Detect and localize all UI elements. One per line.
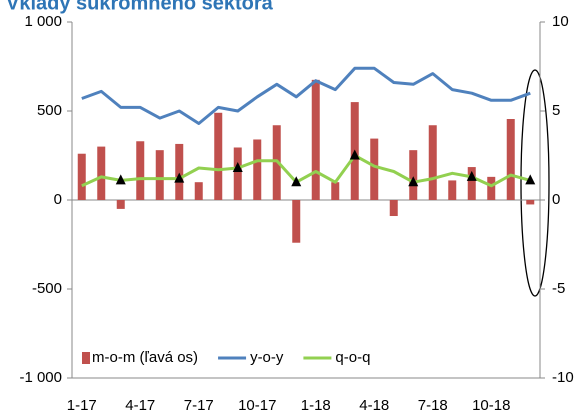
chart-title: Vklady súkromného sektora — [6, 0, 274, 14]
bar — [77, 153, 86, 200]
y2-tick-label: 0 — [552, 191, 560, 208]
line-marker — [115, 174, 126, 185]
bar — [467, 167, 476, 200]
bar — [448, 180, 457, 200]
bar — [253, 139, 262, 200]
bar — [506, 119, 515, 200]
legend-label: q-o-q — [335, 349, 370, 366]
legend-swatch — [82, 352, 90, 364]
bar — [311, 79, 320, 200]
y2-tick-label: -5 — [552, 280, 565, 297]
bar — [331, 182, 340, 200]
y-tick-label: -500 — [32, 280, 62, 297]
bar — [526, 200, 535, 205]
legend-label: y-o-y — [250, 349, 284, 366]
x-tick-label: 1-18 — [301, 397, 331, 414]
x-tick-label: 1-17 — [67, 397, 97, 414]
x-tick-label: 4-17 — [125, 397, 155, 414]
bar — [409, 150, 418, 200]
bar — [487, 176, 496, 200]
bar — [389, 200, 398, 217]
x-tick-label: 7-17 — [184, 397, 214, 414]
bar — [214, 112, 223, 200]
y-tick-label: 0 — [54, 191, 62, 208]
bar — [136, 141, 145, 200]
legend-label: m-o-m (ľavá os) — [92, 349, 198, 366]
bar — [233, 147, 242, 200]
bar — [155, 150, 164, 200]
line-marker — [174, 172, 185, 183]
y2-tick-label: -10 — [552, 369, 574, 386]
x-tick-label: 10-17 — [238, 397, 276, 414]
line-marker — [466, 170, 477, 181]
highlight-ellipse — [520, 69, 550, 297]
line-marker — [349, 149, 360, 160]
line-series — [81, 154, 531, 188]
x-tick-label: 7-18 — [418, 397, 448, 414]
bar — [175, 143, 184, 200]
line-marker — [291, 176, 302, 187]
bar — [97, 146, 106, 200]
y2-tick-label: 10 — [552, 13, 569, 30]
bar — [370, 138, 379, 200]
y-tick-label: 1 000 — [24, 13, 62, 30]
line-marker — [408, 176, 419, 187]
bar — [194, 182, 203, 200]
bar — [292, 200, 301, 243]
line-marker — [232, 161, 243, 172]
y2-tick-label: 5 — [552, 102, 560, 119]
line-series — [81, 66, 531, 125]
bar — [116, 200, 125, 209]
y-tick-label: -1 000 — [19, 369, 62, 386]
x-tick-label: 10-18 — [472, 397, 510, 414]
x-tick-label: 4-18 — [359, 397, 389, 414]
bar — [428, 125, 437, 200]
y-tick-label: 500 — [37, 102, 62, 119]
line-marker — [525, 174, 536, 185]
